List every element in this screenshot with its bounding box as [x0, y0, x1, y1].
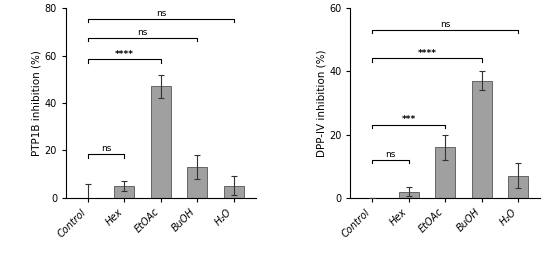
Bar: [472, 81, 491, 198]
Bar: [187, 167, 207, 198]
Text: ns: ns: [440, 20, 450, 29]
Text: ns: ns: [385, 150, 396, 159]
Bar: [508, 176, 528, 198]
Text: ns: ns: [138, 28, 148, 37]
Text: ***: ***: [402, 115, 416, 124]
Text: ns: ns: [101, 144, 111, 153]
Y-axis label: PTP1B inhibition (%): PTP1B inhibition (%): [32, 50, 42, 156]
Bar: [435, 147, 455, 198]
Text: ****: ****: [115, 50, 134, 59]
Text: ****: ****: [418, 49, 436, 58]
Bar: [115, 186, 134, 198]
Bar: [151, 86, 171, 198]
Text: ns: ns: [156, 9, 166, 18]
Bar: [399, 192, 419, 198]
Y-axis label: DPP-IV inhibition (%): DPP-IV inhibition (%): [316, 49, 326, 157]
Bar: [224, 186, 244, 198]
